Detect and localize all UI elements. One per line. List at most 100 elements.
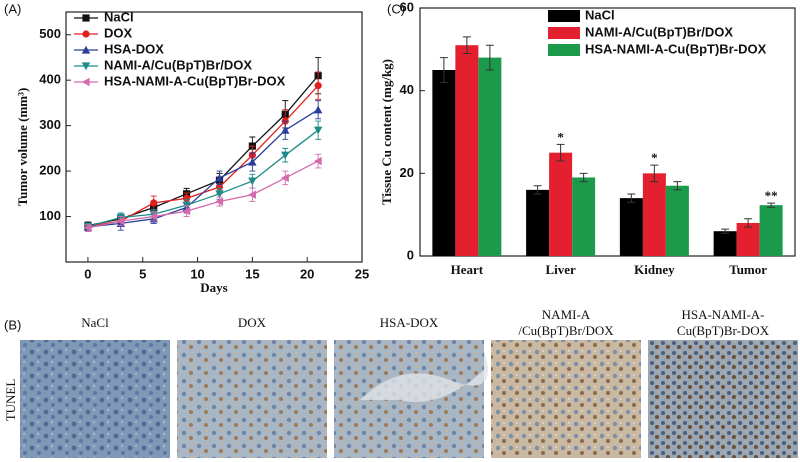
error-bar xyxy=(282,109,289,133)
x-axis-label: Days xyxy=(200,280,227,295)
y-tick-label: 40 xyxy=(400,82,414,97)
legend-label: HSA-NAMI-A-Cu(BpT)Br-DOX xyxy=(585,41,767,56)
error-bar xyxy=(556,143,565,162)
bar xyxy=(549,152,573,256)
error-bar xyxy=(117,216,124,227)
plot-frame xyxy=(419,7,796,257)
error-bar xyxy=(282,100,289,129)
error-bar xyxy=(673,181,682,191)
significance-mark: * xyxy=(557,129,564,144)
series-line xyxy=(87,109,319,228)
column-title: Cu(BpT)Br-DOX xyxy=(677,323,770,338)
marker xyxy=(313,156,322,166)
error-bar xyxy=(183,205,190,217)
significance-mark: ** xyxy=(765,188,778,203)
error-bar xyxy=(533,185,542,195)
series-line xyxy=(87,75,319,227)
error-bar xyxy=(439,57,448,83)
error-bar xyxy=(150,211,157,222)
marker xyxy=(215,197,224,206)
tissue-stroma xyxy=(360,350,488,402)
x-tick-label: 20 xyxy=(300,266,314,281)
legend-label: NaCl xyxy=(104,9,134,24)
error-bar xyxy=(485,44,494,71)
significance-mark: * xyxy=(651,150,658,165)
error-bar xyxy=(249,145,256,165)
marker xyxy=(83,223,92,233)
bar xyxy=(759,205,783,256)
legend-label: NAMI-A/Cu(BpT)Br/DOX xyxy=(585,24,733,39)
column-title: /Cu(BpT)Br/DOX xyxy=(518,323,614,338)
y-axis-label: Tumor volume (mm³) xyxy=(15,88,30,207)
bar xyxy=(526,189,550,256)
bar xyxy=(478,57,502,256)
error-bar xyxy=(767,202,776,208)
error-bar xyxy=(315,57,322,95)
legend-label: DOX xyxy=(104,25,133,40)
error-bar xyxy=(249,136,256,156)
y-tick-label: 0 xyxy=(407,247,414,262)
plot-frame xyxy=(65,11,363,263)
column-title: NaCl xyxy=(81,315,109,330)
y-tick-label: 20 xyxy=(400,165,414,180)
y-axis-label: Tissue Cu content (mg/kg) xyxy=(379,59,394,205)
legend-label: NaCl xyxy=(585,7,615,22)
bar xyxy=(572,177,596,256)
row-label: TUNEL xyxy=(3,379,18,422)
marker xyxy=(248,157,257,166)
error-bar xyxy=(282,170,289,186)
x-tick-label: Heart xyxy=(451,262,484,277)
marker xyxy=(82,14,90,22)
column-title: DOX xyxy=(238,315,267,330)
marker xyxy=(182,206,191,216)
error-bar xyxy=(744,218,753,228)
error-bar xyxy=(315,120,322,140)
column-title: HSA-DOX xyxy=(380,315,439,330)
marker xyxy=(281,125,290,134)
micrograph xyxy=(20,340,170,458)
y-tick-label: 60 xyxy=(400,0,414,14)
series-line xyxy=(87,160,319,229)
column-title: HSA-NAMI-A- xyxy=(681,307,764,322)
marker xyxy=(248,190,256,199)
x-tick-label: 0 xyxy=(84,266,91,281)
bar xyxy=(455,45,479,257)
bar xyxy=(642,173,666,256)
marker xyxy=(314,82,322,90)
legend-label: NAMI-A/Cu(BpT)Br/DOX xyxy=(104,57,252,72)
legend-swatch xyxy=(548,27,580,39)
x-tick-label: Kidney xyxy=(634,262,675,277)
error-bar xyxy=(315,100,322,120)
marker xyxy=(281,151,290,160)
x-tick-label: Tumor xyxy=(729,262,767,277)
error-bar xyxy=(249,187,256,202)
marker xyxy=(81,62,91,71)
marker xyxy=(215,190,224,199)
marker xyxy=(116,216,125,226)
marker xyxy=(81,45,91,54)
x-tick-label: 25 xyxy=(355,266,369,281)
micrograph-row xyxy=(20,340,798,458)
bar xyxy=(619,198,643,256)
marker xyxy=(81,77,90,87)
error-bar xyxy=(282,120,289,140)
marker xyxy=(215,173,224,182)
micrograph xyxy=(491,340,641,458)
error-bar xyxy=(315,153,322,169)
legend-label: HSA-DOX xyxy=(104,41,164,56)
error-bar xyxy=(627,193,636,203)
marker xyxy=(82,30,90,38)
x-tick-label: Liver xyxy=(545,262,576,277)
y-tick-label: 200 xyxy=(39,163,61,178)
x-tick-label: 15 xyxy=(245,266,259,281)
bar xyxy=(665,185,689,256)
marker xyxy=(150,199,158,207)
panel-label: (B) xyxy=(4,317,21,332)
legend-swatch xyxy=(548,44,580,56)
bar xyxy=(713,231,737,256)
x-tick-label: 10 xyxy=(190,266,204,281)
marker xyxy=(281,173,289,183)
micrograph xyxy=(648,340,798,458)
legend-label: HSA-NAMI-A-Cu(BpT)Br-DOX xyxy=(104,73,286,88)
